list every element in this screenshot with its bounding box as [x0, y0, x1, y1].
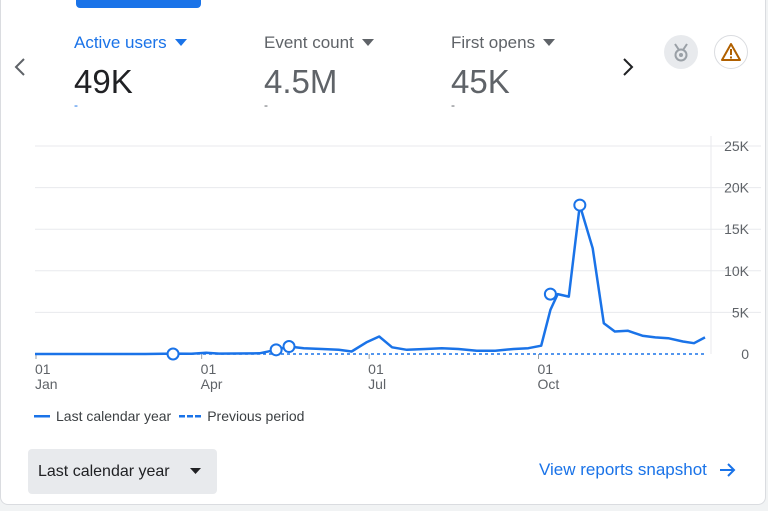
warning-icon	[721, 43, 741, 61]
arrow-right-icon	[719, 463, 736, 477]
view-reports-snapshot-link[interactable]: View reports snapshot	[539, 460, 737, 480]
metric-value: 45K	[451, 63, 510, 100]
chart-legend: Last calendar year Previous period	[34, 408, 312, 424]
annotation-marker[interactable]	[166, 347, 180, 361]
warning-button[interactable]	[714, 35, 748, 69]
annotation-marker[interactable]	[543, 287, 557, 301]
x-tick-label: 01	[35, 361, 51, 377]
chart-markers	[166, 198, 587, 361]
y-axis-labels: 0 5K 10K 15K 20K 25K	[724, 138, 750, 362]
legend-label-current: Last calendar year	[56, 408, 172, 424]
x-tick-label: Apr	[201, 376, 223, 392]
x-tick-label: Jan	[35, 376, 58, 392]
legend-item-current: Last calendar year	[34, 408, 171, 424]
caret-down-icon	[190, 468, 201, 474]
insights-icon	[674, 43, 688, 62]
period-select[interactable]: Last calendar year	[28, 449, 217, 494]
caret-down-icon	[174, 39, 187, 46]
active-tab-indicator	[76, 0, 201, 8]
chart-grid	[35, 136, 761, 354]
y-tick-label: 25K	[724, 138, 750, 154]
x-tick-label: Oct	[538, 376, 560, 392]
legend-dashed-line-icon	[179, 415, 202, 418]
chevron-right-icon	[623, 58, 634, 76]
metric-label: Event count	[264, 33, 354, 52]
x-tick-label: 01	[368, 361, 384, 377]
insights-button[interactable]	[664, 35, 698, 69]
y-tick-label: 20K	[724, 180, 750, 196]
caret-down-icon	[543, 39, 556, 46]
metric-delta: -	[264, 98, 268, 112]
previous-metrics-button[interactable]	[9, 56, 31, 78]
y-tick-label: 10K	[724, 263, 750, 279]
x-tick-label: 01	[201, 361, 217, 377]
y-tick-label: 15K	[724, 221, 750, 237]
annotation-marker[interactable]	[269, 343, 283, 357]
next-metrics-button[interactable]	[617, 56, 639, 78]
annotation-marker[interactable]	[282, 340, 296, 354]
metric-label: Active users	[74, 33, 167, 52]
annotation-marker[interactable]	[573, 198, 587, 212]
y-tick-label: 0	[741, 346, 749, 362]
chart-series	[35, 203, 706, 356]
chevron-left-icon	[14, 58, 25, 76]
legend-label-previous: Previous period	[207, 408, 305, 424]
metric-active-users[interactable]: Active users 49K -	[74, 30, 187, 112]
x-tick-label: Jul	[368, 376, 386, 392]
y-tick-label: 5K	[732, 304, 750, 320]
caret-down-icon	[361, 39, 374, 46]
legend-item-previous: Previous period	[179, 408, 304, 424]
period-select-value: Last calendar year	[38, 462, 170, 480]
metric-delta: -	[451, 98, 455, 112]
metric-delta: -	[74, 98, 78, 112]
metric-value: 49K	[74, 63, 133, 100]
legend-solid-line-icon	[34, 415, 50, 418]
series-line	[35, 203, 706, 356]
metric-value: 4.5M	[264, 63, 338, 100]
x-tick-label: 01	[538, 361, 554, 377]
metric-first-opens[interactable]: First opens 45K -	[451, 30, 556, 112]
metric-event-count[interactable]: Event count 4.5M -	[264, 30, 374, 112]
metric-label: First opens	[451, 33, 536, 52]
snapshot-link-label: View reports snapshot	[539, 460, 707, 479]
